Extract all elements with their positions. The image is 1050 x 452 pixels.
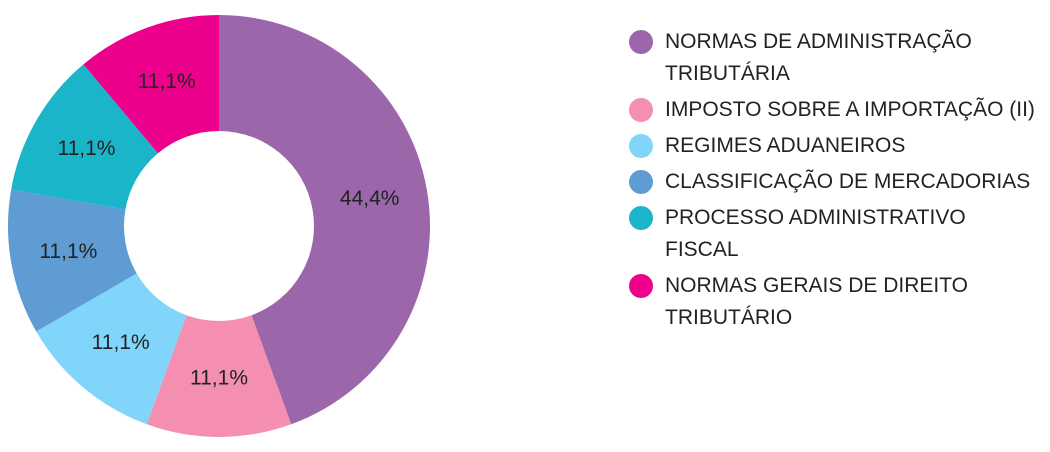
legend-label: PROCESSO ADMINISTRATIVO FISCAL <box>665 206 966 261</box>
legend-marker <box>629 170 653 194</box>
donut-slice <box>83 15 219 154</box>
value-label: 44,4% <box>340 187 400 210</box>
legend: NORMAS DE ADMINISTRAÇÃO TRIBUTÁRIA IMPOST… <box>628 26 1038 334</box>
legend-entry: CLASSIFICAÇÃO DE MERCADORIAS <box>628 166 1038 198</box>
value-label: 11,1% <box>39 240 97 263</box>
legend-marker <box>629 98 653 122</box>
legend-label: REGIMES ADUANEIROS <box>665 134 906 157</box>
donut-slice <box>36 273 187 425</box>
legend-entry: NORMAS DE ADMINISTRAÇÃO TRIBUTÁRIA <box>628 26 1038 90</box>
legend-marker <box>629 206 653 230</box>
legend-label: IMPOSTO SOBRE A IMPORTAÇÃO (II) <box>665 98 1035 121</box>
donut-slice <box>7 189 137 332</box>
value-label: 11,1% <box>138 70 196 93</box>
value-label: 11,1% <box>57 137 115 160</box>
donut-slice <box>146 315 292 437</box>
value-label: 11,1% <box>190 367 248 390</box>
legend-entry: PROCESSO ADMINISTRATIVO FISCAL <box>628 202 1038 266</box>
legend-marker <box>629 30 653 54</box>
legend-marker <box>629 274 653 298</box>
legend-entry: IMPOSTO SOBRE A IMPORTAÇÃO (II) <box>628 94 1038 126</box>
legend-label: CLASSIFICAÇÃO DE MERCADORIAS <box>665 170 1031 193</box>
donut-slice <box>11 64 158 210</box>
legend-marker <box>629 134 653 158</box>
chart: 44,4% 11,1% 11,1% 11,1% 11,1% 11,1% <box>7 15 430 437</box>
legend-label: NORMAS DE ADMINISTRAÇÃO TRIBUTÁRIA <box>665 30 972 85</box>
legend-entry: REGIMES ADUANEIROS <box>628 130 1038 162</box>
legend-entry: NORMAS GERAIS DE DIREITO TRIBUTÁRIO <box>628 270 1038 334</box>
donut-slice <box>219 15 430 425</box>
legend-label: NORMAS GERAIS DE DIREITO TRIBUTÁRIO <box>665 274 968 329</box>
value-label: 11,1% <box>92 331 150 354</box>
